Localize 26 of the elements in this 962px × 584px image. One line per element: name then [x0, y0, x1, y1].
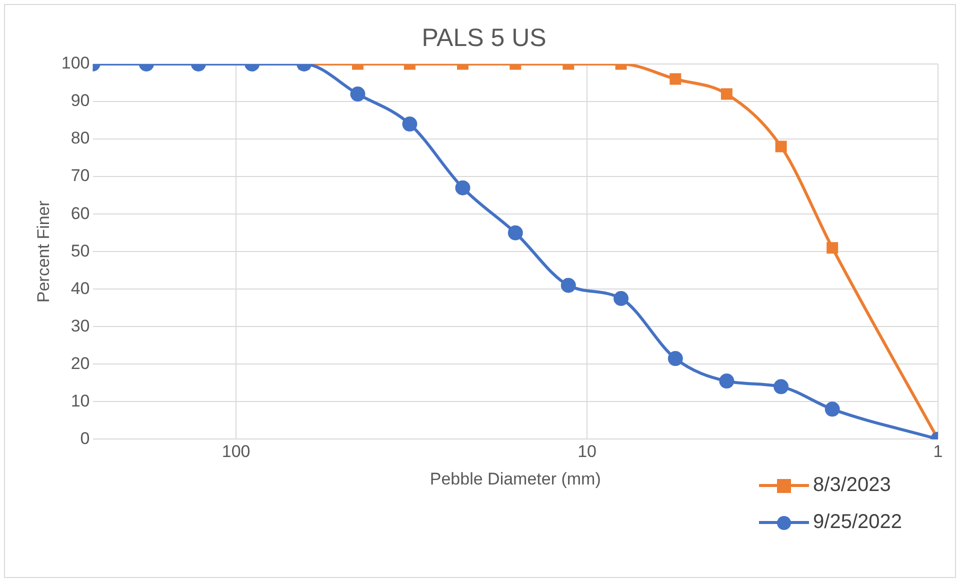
legend-label: 8/3/2023 — [813, 474, 891, 497]
point — [508, 225, 523, 240]
y-tick-label: 100 — [61, 54, 90, 73]
x-tick-label: 100 — [222, 442, 250, 462]
point — [560, 278, 576, 293]
chart-title: PALS 5 US — [422, 24, 546, 52]
y-tick-label: 90 — [70, 91, 90, 110]
y-tick-label: 30 — [70, 316, 90, 336]
x-axis-title: Pebble Diameter (mm) — [430, 469, 601, 488]
x-tick-label: 10 — [578, 442, 596, 462]
point — [668, 351, 683, 366]
point — [719, 374, 734, 389]
y-tick-label: 0 — [80, 428, 90, 448]
y-tick-label: 10 — [70, 391, 90, 410]
y-tick-label: 50 — [70, 241, 90, 260]
y-tick-label: 80 — [70, 128, 90, 148]
point — [824, 402, 840, 417]
point — [614, 291, 629, 306]
y-tick-label: 40 — [70, 278, 90, 298]
y-tick-label: 60 — [70, 204, 90, 223]
x-tick-label: 1 — [933, 442, 943, 462]
legend-label: 9/25/2022 — [813, 511, 902, 534]
point — [826, 242, 838, 254]
y-tick-label: 70 — [70, 166, 90, 186]
y-tick-label: 20 — [70, 354, 90, 373]
y-axis-title: Percent Finer — [34, 200, 53, 303]
